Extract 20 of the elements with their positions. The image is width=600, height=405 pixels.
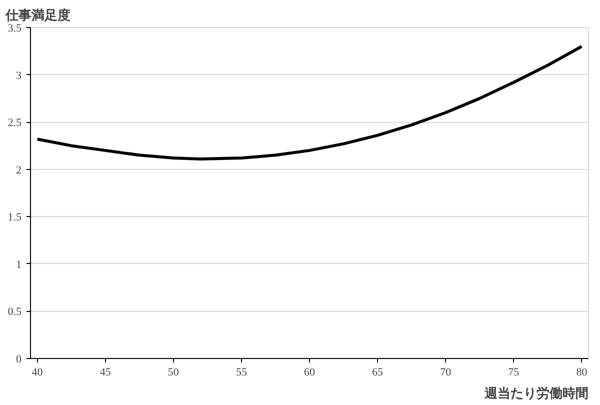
x-tick-label: 65 (372, 366, 384, 378)
y-tick-label: 3.5 (8, 22, 22, 34)
y-axis-title: 仕事満足度 (4, 8, 70, 22)
x-tick-label: 55 (236, 366, 248, 378)
x-axis-title: 週当たり労働時間 (484, 386, 588, 400)
x-tick-label: 40 (32, 366, 44, 378)
y-tick-label: 2 (16, 164, 22, 176)
x-tick-label: 45 (100, 366, 112, 378)
y-tick-label: 1.5 (8, 212, 22, 224)
line-series (36, 44, 584, 160)
y-tick-label: 0 (16, 354, 22, 366)
x-tick-label: 70 (440, 366, 452, 378)
x-tick-label: 60 (304, 366, 316, 378)
y-tick-label: 0.5 (8, 306, 22, 318)
y-tick-label: 3 (16, 70, 22, 82)
y-tick-label: 1 (16, 258, 22, 271)
y-tick-label: 2.5 (8, 117, 22, 130)
x-tick-label: 75 (508, 366, 520, 378)
x-tick-label: 50 (168, 366, 180, 378)
x-tick-label: 80 (576, 366, 588, 378)
